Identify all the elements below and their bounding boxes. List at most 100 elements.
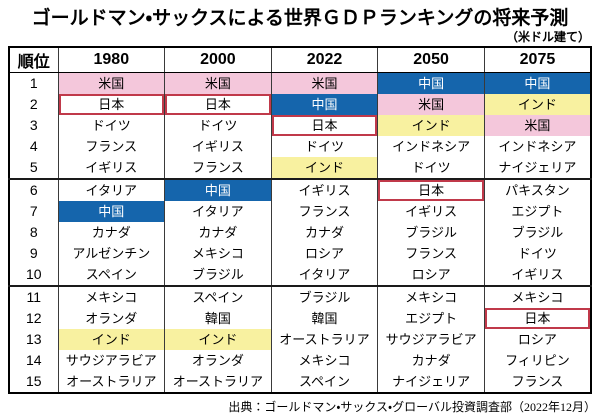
col-header-rank: 順位 <box>9 47 58 73</box>
country-cell: 韓国 <box>270 308 378 329</box>
country-cell: ナイジェリア <box>377 371 485 393</box>
country-cell: 米国 <box>270 72 378 94</box>
country-cell: メキシコ <box>377 285 485 308</box>
rank-cell: 10 <box>25 266 42 282</box>
country-cell: エジプト <box>377 308 485 329</box>
country-cell: 日本 <box>164 94 272 115</box>
country-cell: イタリア <box>164 201 272 222</box>
country-cell: ブラジル <box>164 264 272 286</box>
col-header-2050: 2050 <box>377 47 485 73</box>
country-cell: ドイツ <box>483 243 591 264</box>
table-row: 15 オーストラリア オーストラリア スペイン ナイジェリア フランス <box>9 371 591 393</box>
table-row: 5 イギリス フランス インド ドイツ ナイジェリア <box>9 157 591 179</box>
country-cell: インド <box>483 94 591 115</box>
country-cell: イタリア <box>57 178 165 201</box>
country-cell: 日本 <box>270 115 378 136</box>
country-cell: 中国 <box>377 72 485 94</box>
country-cell: インド <box>57 329 165 350</box>
country-cell: メキシコ <box>483 285 591 308</box>
table-row: 3 ドイツ ドイツ 日本 インド 米国 <box>9 115 591 136</box>
col-header-2075: 2075 <box>483 47 591 73</box>
country-cell: 米国 <box>57 72 165 94</box>
table-row: 6 イタリア 中国 イギリス 日本 パキスタン <box>9 178 591 201</box>
country-cell: オーストラリア <box>164 371 272 393</box>
country-cell: 中国 <box>483 72 591 94</box>
country-cell: 中国 <box>270 94 378 115</box>
table-row: 4 フランス イギリス ドイツ インドネシア インドネシア <box>9 136 591 157</box>
table-row: 2 日本 日本 中国 米国 インド <box>9 94 591 115</box>
country-cell: フランス <box>483 371 591 393</box>
country-cell: 中国 <box>164 178 272 201</box>
country-cell: ロシア <box>377 264 485 286</box>
table-row: 9 アルゼンチン メキシコ ロシア フランス ドイツ <box>9 243 591 264</box>
country-cell: インドネシア <box>483 136 591 157</box>
country-cell: インド <box>270 157 378 179</box>
country-cell: メキシコ <box>164 243 272 264</box>
rank-cell: 4 <box>29 138 38 154</box>
table-row: 10 スペイン ブラジル イタリア ロシア イギリス <box>9 264 591 286</box>
country-cell: 米国 <box>377 94 485 115</box>
country-cell: スペイン <box>270 371 378 393</box>
subtitle-currency-note: （米ドル建て） <box>505 30 590 44</box>
country-cell: フランス <box>377 243 485 264</box>
ranking-table-body: 1 米国 米国 米国 中国 中国 2 日本 日本 中国 米国 インド 3 ドイツ ドイツ 日本 インド 米国 4 フラ… <box>9 72 591 393</box>
col-header-1980: 1980 <box>57 47 165 73</box>
rank-cell: 5 <box>29 159 38 175</box>
country-cell: カナダ <box>377 350 485 371</box>
country-cell: イギリス <box>57 157 165 179</box>
country-cell: ブラジル <box>377 222 485 243</box>
rank-cell: 14 <box>25 352 42 368</box>
rank-cell: 7 <box>29 203 38 219</box>
country-cell: インドネシア <box>377 136 485 157</box>
country-cell: インド <box>164 329 272 350</box>
country-cell: スペイン <box>57 264 165 286</box>
country-cell: イギリス <box>164 136 272 157</box>
table-row: 13 インド インド オーストラリア サウジアラビア ロシア <box>9 329 591 350</box>
country-cell: オーストラリア <box>270 329 378 350</box>
table-row: 1 米国 米国 米国 中国 中国 <box>9 72 591 94</box>
country-cell: アルゼンチン <box>57 243 165 264</box>
country-cell: フィリピン <box>483 350 591 371</box>
country-cell: イギリス <box>483 264 591 286</box>
country-cell: ロシア <box>483 329 591 350</box>
country-cell: イタリア <box>270 264 378 286</box>
country-cell: カナダ <box>270 222 378 243</box>
table-row: 14 サウジアラビア オランダ メキシコ カナダ フィリピン <box>9 350 591 371</box>
country-cell: エジプト <box>483 201 591 222</box>
table-row: 7 中国 イタリア フランス イギリス エジプト <box>9 201 591 222</box>
country-cell: ドイツ <box>377 157 485 179</box>
country-cell: メキシコ <box>270 350 378 371</box>
country-cell: ドイツ <box>270 136 378 157</box>
country-cell: イギリス <box>377 201 485 222</box>
source-note: 出典：ゴールドマン・サックス・グローバル投資調査部（2022年12月） <box>228 400 596 414</box>
country-cell: 米国 <box>164 72 272 94</box>
country-cell: ドイツ <box>164 115 272 136</box>
rank-cell: 13 <box>25 331 42 347</box>
header-row: 順位 1980 2000 2022 2050 2075 <box>9 47 591 73</box>
country-cell: ブラジル <box>483 222 591 243</box>
country-cell: カナダ <box>164 222 272 243</box>
table-header: 順位 1980 2000 2022 2050 2075 <box>9 47 591 73</box>
country-cell: インド <box>377 115 485 136</box>
country-cell: カナダ <box>57 222 165 243</box>
country-cell: 日本 <box>483 308 591 329</box>
country-cell: ロシア <box>270 243 378 264</box>
rank-cell: 9 <box>29 245 38 261</box>
country-cell: 中国 <box>57 201 165 222</box>
page-title: ゴールドマン・サックスによる世界ＧＤＰランキングの将来予測 <box>31 8 569 29</box>
rank-cell: 3 <box>29 117 38 133</box>
country-cell: オランダ <box>164 350 272 371</box>
country-cell: オランダ <box>57 308 165 329</box>
rank-cell: 8 <box>29 224 38 240</box>
country-cell: 米国 <box>483 115 591 136</box>
country-cell: パキスタン <box>483 178 591 201</box>
country-cell: サウジアラビア <box>377 329 485 350</box>
country-cell: ドイツ <box>57 115 165 136</box>
col-header-2000: 2000 <box>164 47 272 73</box>
rank-cell: 12 <box>25 310 42 326</box>
country-cell: フランス <box>270 201 378 222</box>
rank-cell: 11 <box>9 285 58 308</box>
country-cell: ブラジル <box>270 285 378 308</box>
country-cell: 日本 <box>377 178 485 201</box>
country-cell: オーストラリア <box>57 371 165 393</box>
